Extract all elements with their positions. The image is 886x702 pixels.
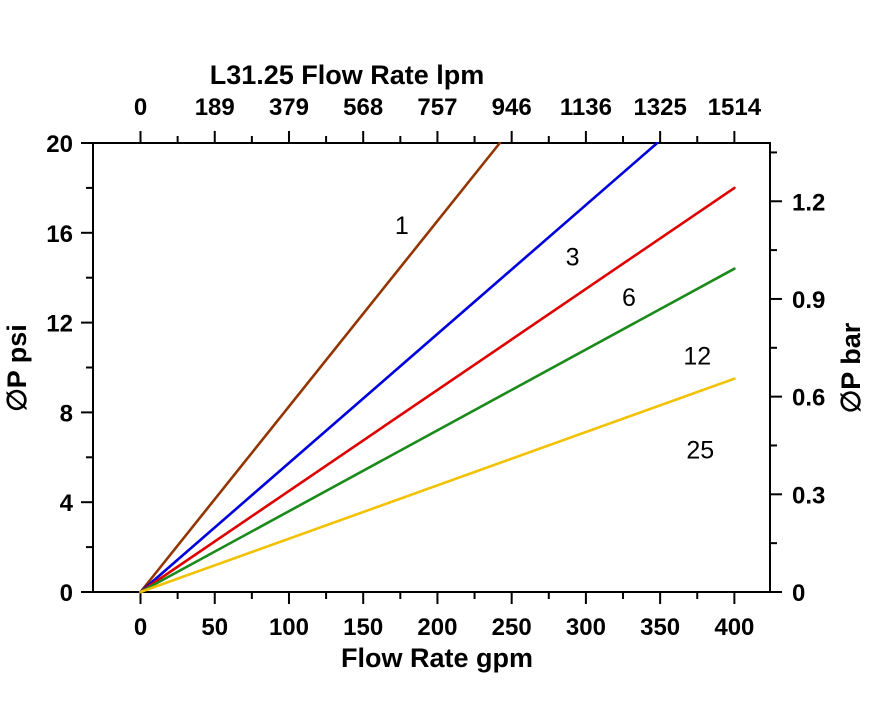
top-axis-tick-label: 757 xyxy=(417,94,457,121)
right-y-axis-title: ∅P bar xyxy=(836,322,866,413)
left-axis-tick-label: 16 xyxy=(46,221,73,248)
top-axis-tick-label: 568 xyxy=(343,94,383,121)
left-axis-tick-label: 8 xyxy=(60,400,73,427)
right-axis-tick-label: 0.6 xyxy=(792,385,825,412)
left-y-axis-title: ∅P psi xyxy=(2,324,32,412)
x-axis-tick-label: 150 xyxy=(343,614,383,641)
right-axis-tick-label: 0 xyxy=(792,580,805,607)
left-axis-tick-label: 12 xyxy=(46,311,73,338)
right-axis-tick-label: 0.3 xyxy=(792,482,825,509)
chart-title: L31.25 Flow Rate lpm xyxy=(210,60,485,90)
left-axis-tick-label: 4 xyxy=(60,490,74,517)
series-line-12 xyxy=(139,267,736,594)
series-label-6: 6 xyxy=(622,284,636,312)
top-axis-tick-label: 379 xyxy=(269,94,309,121)
series-label-25: 25 xyxy=(686,437,714,465)
x-axis-tick-label: 250 xyxy=(492,614,532,641)
top-axis-tick-label: 1136 xyxy=(560,94,612,121)
x-axis-tick-label: 100 xyxy=(269,614,309,641)
series-labels: 1 3 6 12 25 xyxy=(395,212,714,465)
x-axis-title: Flow Rate gpm xyxy=(341,643,533,673)
series-line-25 xyxy=(139,377,736,594)
top-axis-tick-label: 946 xyxy=(492,94,532,121)
x-axis-tick-label: 50 xyxy=(201,614,228,641)
left-axis-tick-label: 20 xyxy=(46,131,73,158)
x-axis-tick-label: 200 xyxy=(417,614,457,641)
top-axis-tick-label: 189 xyxy=(195,94,235,121)
series-label-12: 12 xyxy=(683,342,711,370)
series-line-1 xyxy=(139,142,502,594)
right-axis-tick-label: 0.9 xyxy=(792,287,825,314)
tick-labels: 0050189100379150568200757250946300113635… xyxy=(46,94,825,641)
series-label-1: 1 xyxy=(395,212,409,240)
series-label-3: 3 xyxy=(566,243,580,271)
left-axis-tick-label: 0 xyxy=(60,580,73,607)
right-axis-tick-label: 1.2 xyxy=(792,189,825,216)
top-axis-tick-label: 0 xyxy=(134,94,147,121)
series-line-6 xyxy=(139,186,736,594)
axes xyxy=(81,131,782,604)
x-axis-tick-label: 400 xyxy=(714,614,754,641)
x-axis-tick-label: 0 xyxy=(134,614,147,641)
series-line-3 xyxy=(139,142,659,594)
x-axis-tick-label: 350 xyxy=(640,614,680,641)
top-axis-tick-label: 1325 xyxy=(633,94,686,121)
top-axis-tick-label: 1514 xyxy=(708,94,762,121)
series-lines xyxy=(139,142,736,594)
x-axis-tick-label: 300 xyxy=(566,614,606,641)
